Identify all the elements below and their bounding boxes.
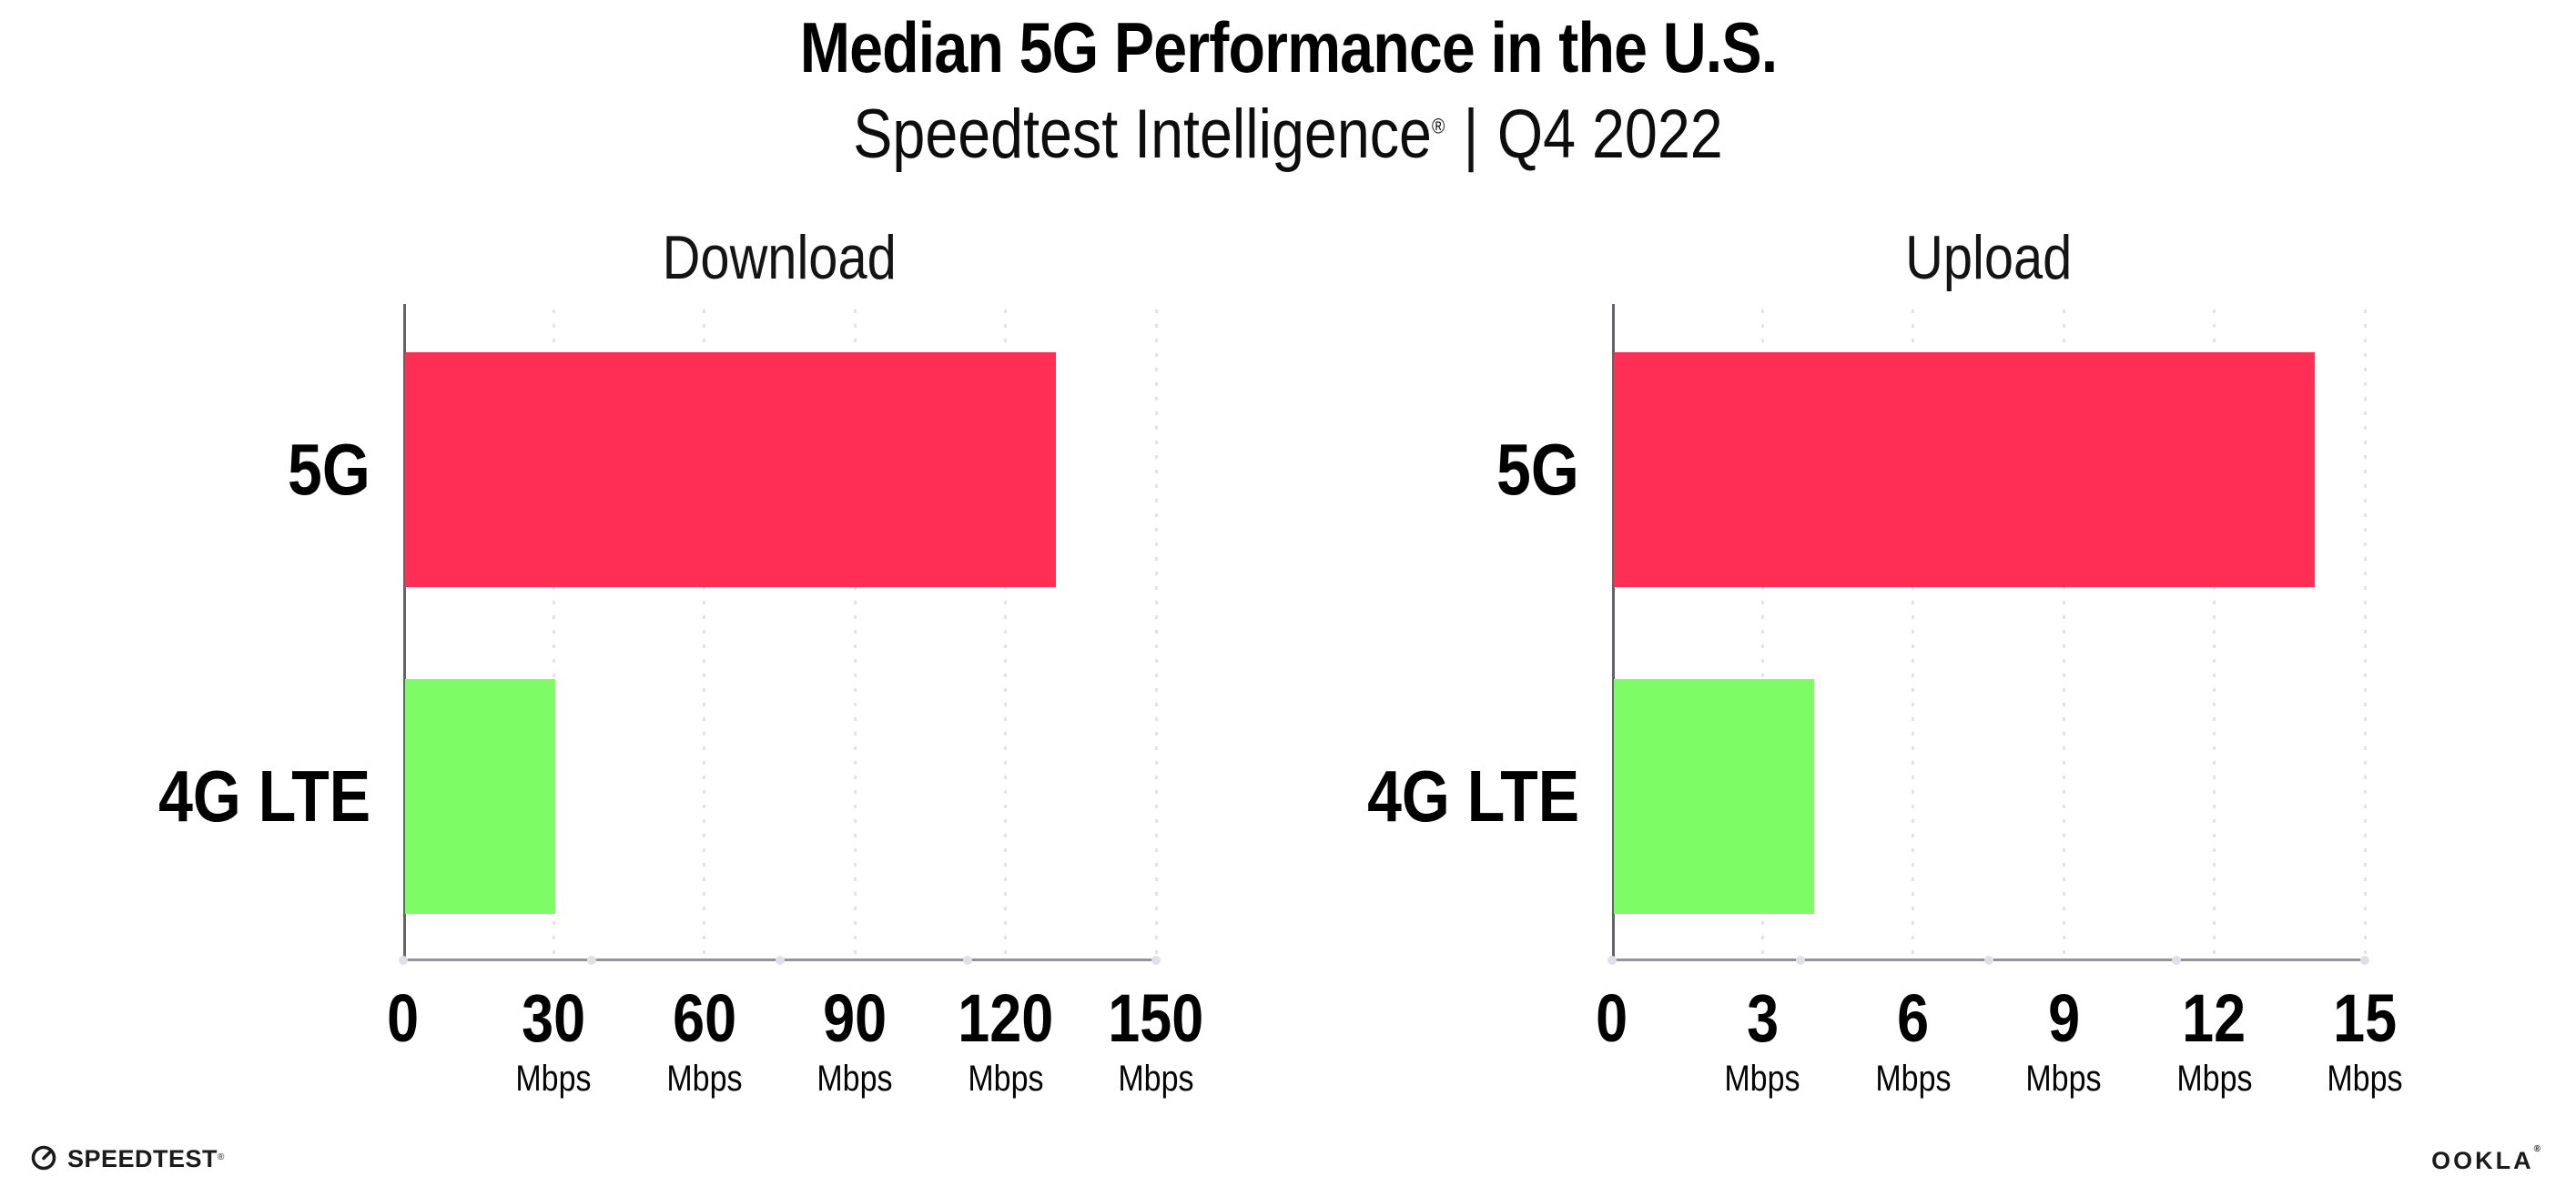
ookla-wordmark: OOKLA <box>2431 1147 2534 1174</box>
x-tick-value: 150 <box>1108 980 1204 1056</box>
category-label-text: 4G LTE <box>1367 756 1579 837</box>
axis-marker-dot <box>1795 955 1805 965</box>
x-tick-unit: Mbps <box>2176 1059 2253 1099</box>
x-tick-unit: Mbps <box>515 1059 592 1099</box>
ookla-registered-mark: ® <box>2533 1144 2543 1154</box>
gridline-120 <box>1004 304 1008 959</box>
x-tick-6: 6 Mbps <box>1795 959 2032 1099</box>
page-title-row: Median 5G Performance in the U.S. <box>0 7 2576 87</box>
subtitle-period: Q4 2022 <box>1496 96 1723 173</box>
x-tick-60: 60 Mbps <box>586 959 823 1099</box>
x-tick-value: 9 <box>2047 980 2080 1056</box>
registered-mark: ® <box>1431 114 1445 138</box>
x-tick-unit: Mbps <box>2025 1059 2102 1099</box>
speedtest-registered-mark: ® <box>218 1151 225 1162</box>
gridline-9 <box>2062 304 2065 959</box>
ookla-logo: OOKLA® <box>2431 1144 2543 1175</box>
x-tick-15: 15 Mbps <box>2246 959 2483 1099</box>
gridline-60 <box>703 304 706 959</box>
x-tick-value: 12 <box>2182 980 2246 1056</box>
x-tick-150: 150 Mbps <box>1038 959 1274 1099</box>
x-tick-120: 120 Mbps <box>887 959 1124 1099</box>
download-plot-area <box>399 304 1161 965</box>
category-label-4g-lte: 4G LTE <box>121 760 370 833</box>
upload-chart-panel: Upload 5G 4G LTE 0 3 Mbps 6 Mbps 9 Mbps 12 Mbps 15 M… <box>1367 224 2403 1097</box>
page-subtitle: Speedtest Intelligence® | Q4 2022 <box>853 96 1722 173</box>
category-label-4g-lte: 4G LTE <box>1330 760 1579 833</box>
category-label-5g: 5G <box>1482 433 1579 506</box>
x-tick-0: 0 <box>1494 959 1730 1052</box>
upload-plot-area <box>1607 304 2369 965</box>
category-label-text: 5G <box>1496 429 1579 510</box>
y-axis-line <box>403 304 406 959</box>
x-tick-value: 6 <box>1897 980 1930 1056</box>
download-chart-title-row: Download <box>403 224 1156 292</box>
axis-marker-dot <box>775 955 785 965</box>
speedtest-wordmark: SPEEDTEST <box>67 1145 218 1172</box>
bar-5g <box>1614 352 2315 587</box>
x-tick-unit: Mbps <box>1118 1059 1194 1099</box>
x-tick-unit: Mbps <box>1724 1059 1800 1099</box>
x-tick-12: 12 Mbps <box>2096 959 2333 1099</box>
category-label-5g: 5G <box>273 433 370 506</box>
axis-marker-dot <box>1151 955 1161 965</box>
x-tick-unit: Mbps <box>1875 1059 1952 1099</box>
x-tick-value: 120 <box>958 980 1054 1056</box>
x-tick-value: 90 <box>823 980 887 1056</box>
x-tick-3: 3 Mbps <box>1644 959 1881 1099</box>
x-tick-unit: Mbps <box>968 1059 1044 1099</box>
x-tick-0: 0 <box>285 959 522 1052</box>
download-chart-panel: Download 5G 4G LTE 0 30 Mbps 60 Mbps 90 Mbps 120 M… <box>158 224 1203 1097</box>
speedtest-logo: SPEEDTEST ® <box>30 1143 224 1175</box>
x-tick-30: 30 Mbps <box>435 959 672 1099</box>
gridline-12 <box>2213 304 2216 959</box>
speedtest-gauge-icon <box>30 1143 57 1175</box>
axis-marker-dot <box>963 955 973 965</box>
axis-marker-dot <box>2360 955 2369 965</box>
axis-marker-dot <box>399 955 408 965</box>
y-axis-line <box>1612 304 1615 959</box>
axis-marker-dot <box>1607 955 1617 965</box>
x-tick-value: 60 <box>672 980 736 1056</box>
axis-marker-dot <box>2172 955 2182 965</box>
bar-4g-lte <box>405 679 555 914</box>
category-label-text: 5G <box>288 429 370 510</box>
axis-marker-dot <box>586 955 596 965</box>
upload-chart-title-row: Upload <box>1612 224 2365 292</box>
subtitle-separator: | <box>1463 96 1479 173</box>
x-tick-unit: Mbps <box>2327 1059 2403 1099</box>
bar-4g-lte <box>1614 679 1814 914</box>
gridline-15 <box>2363 304 2367 959</box>
page-subtitle-row: Speedtest Intelligence® | Q4 2022 <box>0 96 2576 173</box>
x-tick-90: 90 Mbps <box>736 959 973 1099</box>
gridline-150 <box>1154 304 1158 959</box>
x-tick-unit: Mbps <box>666 1059 743 1099</box>
category-label-text: 4G LTE <box>158 756 370 837</box>
axis-marker-dot <box>1983 955 1993 965</box>
subtitle-brand: Speedtest Intelligence <box>853 96 1432 173</box>
gridline-6 <box>1912 304 1915 959</box>
gridline-30 <box>552 304 555 959</box>
x-tick-9: 9 Mbps <box>1945 959 2182 1099</box>
x-tick-value: 15 <box>2333 980 2397 1056</box>
x-tick-value: 0 <box>387 980 420 1056</box>
x-tick-value: 0 <box>1596 980 1628 1056</box>
x-tick-unit: Mbps <box>816 1059 893 1099</box>
gridline-90 <box>853 304 857 959</box>
chart-title-upload: Upload <box>1904 223 2073 292</box>
gridline-3 <box>1760 304 1764 959</box>
page-title: Median 5G Performance in the U.S. <box>799 7 1777 87</box>
chart-title-download: Download <box>662 223 898 292</box>
x-tick-value: 30 <box>522 980 586 1056</box>
bar-5g <box>405 352 1056 587</box>
x-tick-value: 3 <box>1746 980 1779 1056</box>
